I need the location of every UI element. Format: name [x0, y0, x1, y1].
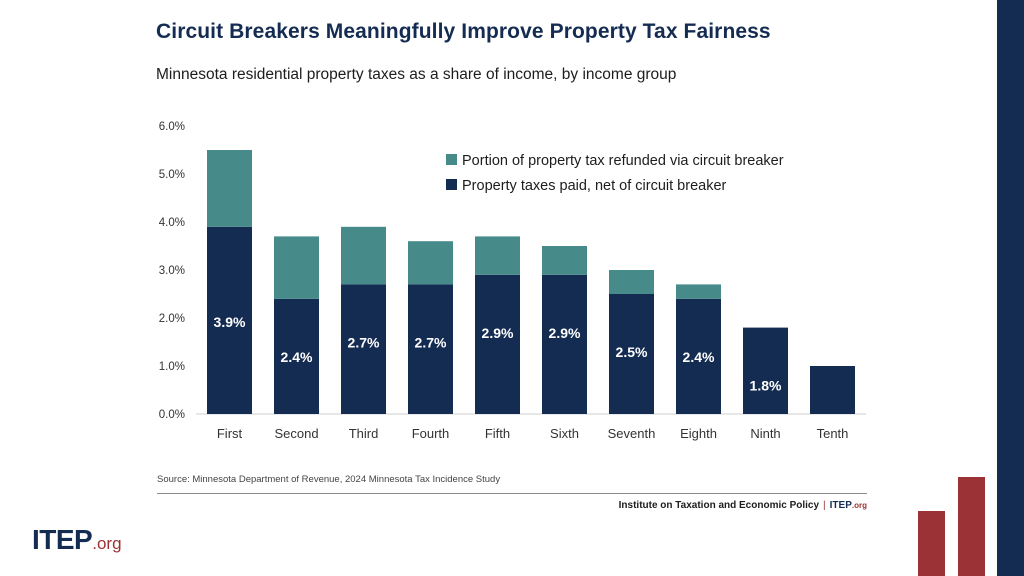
bar-refunded-fourth: [408, 241, 453, 285]
y-tick-label: 0.0%: [159, 409, 185, 421]
footer-brand: ITEP: [829, 500, 852, 511]
bar-net-paid-second: [274, 298, 319, 414]
legend-label: Portion of property tax refunded via cir…: [462, 153, 784, 169]
data-label-fourth: 2.7%: [415, 334, 447, 350]
x-tick-label: Second: [274, 426, 318, 441]
footer-divider: [157, 493, 867, 494]
bar-refunded-seventh: [609, 270, 654, 294]
side-accent-bar: [997, 0, 1024, 576]
bar-net-paid-ninth: [743, 327, 788, 414]
logo-main: ITEP: [32, 524, 93, 555]
footer-org-name: Institute on Taxation and Economic Polic…: [618, 500, 820, 511]
bar-net-paid-seventh: [609, 294, 654, 414]
chart-title: Circuit Breakers Meaningfully Improve Pr…: [156, 20, 771, 43]
data-label-eighth: 2.4%: [683, 349, 715, 365]
bar-refunded-fifth: [475, 236, 520, 275]
data-label-first: 3.9%: [214, 314, 246, 330]
source-note: Source: Minnesota Department of Revenue,…: [157, 474, 501, 485]
y-tick-label: 4.0%: [159, 217, 185, 229]
bar-refunded-eighth: [676, 284, 721, 299]
y-tick-label: 5.0%: [159, 169, 185, 181]
bar-net-paid-sixth: [542, 274, 587, 414]
footer-attribution: Institute on Taxation and Economic Polic…: [619, 500, 867, 511]
data-label-fifth: 2.9%: [482, 325, 514, 341]
x-tick-label: Third: [349, 426, 379, 441]
data-label-tenth: 1.0%: [817, 416, 849, 432]
x-tick-label: Seventh: [608, 426, 656, 441]
data-label-sixth: 2.9%: [549, 325, 581, 341]
bar-refunded-third: [341, 226, 386, 285]
legend-swatch: [446, 179, 457, 190]
x-tick-label: Fourth: [412, 426, 450, 441]
x-tick-label: Fifth: [485, 426, 510, 441]
bar-net-paid-fourth: [408, 284, 453, 414]
logo-suffix: .org: [92, 534, 122, 553]
x-tick-label: Sixth: [550, 426, 579, 441]
x-tick-label: First: [217, 426, 243, 441]
legend-swatch: [446, 154, 457, 165]
bar-refunded-sixth: [542, 246, 587, 275]
footer-separator: |: [823, 500, 826, 511]
chart-subtitle: Minnesota residential property taxes as …: [156, 66, 677, 83]
bar-net-paid-third: [341, 284, 386, 414]
footer-brand-suffix: .org: [851, 501, 867, 510]
decorative-bar-tall: [958, 477, 985, 576]
y-tick-label: 2.0%: [159, 313, 185, 325]
bar-net-paid-tenth: [810, 366, 855, 414]
itep-logo[interactable]: ITEP.org: [32, 524, 122, 556]
bar-refunded-first: [207, 150, 252, 227]
bar-net-paid-first: [207, 226, 252, 414]
bar-refunded-second: [274, 236, 319, 299]
data-label-seventh: 2.5%: [616, 344, 648, 360]
bar-chart: 0.0% 1.0% 2.0% 3.0% 4.0% 5.0% 6.0% 3.9% First 2.4…: [159, 121, 866, 441]
y-tick-label: 1.0%: [159, 361, 185, 373]
data-label-second: 2.4%: [281, 349, 313, 365]
decorative-bar-short: [918, 511, 945, 576]
x-tick-label: Ninth: [750, 426, 780, 441]
legend-label: Property taxes paid, net of circuit brea…: [462, 178, 727, 194]
data-label-ninth: 1.8%: [750, 378, 782, 394]
y-tick-label: 3.0%: [159, 265, 185, 277]
data-label-third: 2.7%: [348, 334, 380, 350]
bar-net-paid-eighth: [676, 298, 721, 414]
bar-net-paid-fifth: [475, 274, 520, 414]
x-tick-label: Eighth: [680, 426, 717, 441]
y-tick-label: 6.0%: [159, 121, 185, 133]
x-tick-label: Tenth: [817, 426, 849, 441]
